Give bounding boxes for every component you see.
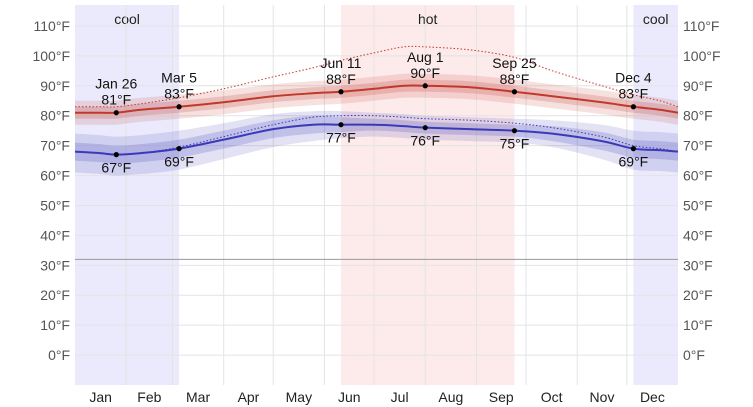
y-tick-label-left: 110°F <box>34 18 70 34</box>
annotation-value: 81°F <box>101 92 131 108</box>
low-feels-like-line <box>74 115 679 156</box>
annotation-value: 83°F <box>164 86 194 102</box>
annotation-value: 90°F <box>410 65 440 81</box>
high-feels-like-line <box>75 45 679 108</box>
y-tick-label-left: 70°F <box>40 138 70 154</box>
annotation-value: 75°F <box>500 136 530 152</box>
annotation-dot <box>113 110 119 116</box>
y-tick-label-left: 40°F <box>40 227 70 243</box>
temperature-lines <box>74 45 679 156</box>
low-band-inner <box>75 115 678 164</box>
season-label-hot: hot <box>418 11 438 27</box>
month-label-jul: Jul <box>391 389 409 405</box>
annotation-value: 77°F <box>326 130 356 146</box>
annotation-date: Aug 1 <box>407 49 444 65</box>
annotation-dot <box>338 122 344 128</box>
month-label-dec: Dec <box>640 389 665 405</box>
annotation-date: Dec 4 <box>615 70 652 86</box>
y-tick-label-left: 90°F <box>40 78 70 94</box>
y-tick-label-left: 0°F <box>48 347 70 363</box>
annotation-dot <box>176 104 182 110</box>
season-label-cool: cool <box>643 11 669 27</box>
y-tick-label-right: 0°F <box>683 347 705 363</box>
y-tick-label-right: 110°F <box>683 18 719 34</box>
grid-lines <box>75 5 678 385</box>
annotation-date: Jan 26 <box>95 76 137 92</box>
y-tick-label-left: 10°F <box>40 317 70 333</box>
y-tick-label-left: 20°F <box>40 287 70 303</box>
season-band-cool <box>75 5 180 385</box>
annotation-dot <box>422 83 428 89</box>
y-tick-label-left: 60°F <box>40 168 70 184</box>
annotation-dot <box>511 89 518 95</box>
axis-labels: 110°F 110°F 100°F 100°F 90°F 90°F 80°F 80°F 70°F… <box>32 18 720 405</box>
temperature-bands <box>75 73 678 176</box>
y-tick-label-right: 40°F <box>683 227 713 243</box>
month-label-feb: Feb <box>137 389 161 405</box>
y-tick-label-right: 80°F <box>683 108 713 124</box>
month-label-apr: Apr <box>238 389 260 405</box>
annotation-dot <box>113 152 119 158</box>
season-band-hot <box>340 5 515 385</box>
month-label-nov: Nov <box>590 389 615 405</box>
annotation-value: 88°F <box>500 71 530 87</box>
annotation-value: 67°F <box>101 160 131 176</box>
month-label-oct: Oct <box>541 389 563 405</box>
y-tick-label-right: 20°F <box>683 287 713 303</box>
y-tick-label-right: 50°F <box>683 197 713 213</box>
month-label-jan: Jan <box>89 389 112 405</box>
y-tick-label-right: 60°F <box>683 168 713 184</box>
annotation-date: Sep 25 <box>492 55 537 71</box>
annotation-value: 88°F <box>326 71 356 87</box>
annotation-date: Mar 5 <box>161 70 197 86</box>
month-label-jun: Jun <box>338 389 361 405</box>
y-tick-label-left: 50°F <box>40 197 70 213</box>
y-tick-label-right: 70°F <box>683 138 713 154</box>
month-label-sep: Sep <box>489 389 514 405</box>
y-tick-label-right: 30°F <box>683 257 713 273</box>
high-band-inner <box>75 79 678 119</box>
annotation-date: Jun 11 <box>320 55 361 71</box>
season-band-cool <box>633 5 678 385</box>
y-tick-label-left: 100°F <box>32 48 70 64</box>
annotation-value: 83°F <box>619 86 649 102</box>
high-band-outer <box>75 73 678 125</box>
annotation-value: 69°F <box>164 154 194 170</box>
y-tick-label-left: 80°F <box>40 108 70 124</box>
y-tick-label-left: 30°F <box>40 257 70 273</box>
month-label-mar: Mar <box>186 389 210 405</box>
y-tick-label-right: 100°F <box>683 48 721 64</box>
annotation-dot <box>338 89 344 95</box>
annotation-dot <box>176 146 182 152</box>
season-bands: cool hot cool <box>75 5 678 385</box>
high-temperature-line <box>75 84 679 114</box>
low-band-outer <box>75 110 678 176</box>
y-tick-label-right: 10°F <box>683 317 713 333</box>
low-temperature-line <box>74 123 679 156</box>
annotation-dot <box>630 104 636 110</box>
annotation-dot <box>630 146 636 152</box>
month-label-aug: Aug <box>438 389 463 405</box>
annotation-dot <box>511 128 518 134</box>
season-label-cool: cool <box>114 11 140 27</box>
annotation-dot <box>422 125 428 131</box>
annotation-value: 69°F <box>619 154 649 170</box>
annotation-value: 76°F <box>410 133 440 149</box>
y-tick-label-right: 90°F <box>683 78 713 94</box>
month-label-may: May <box>286 389 312 405</box>
